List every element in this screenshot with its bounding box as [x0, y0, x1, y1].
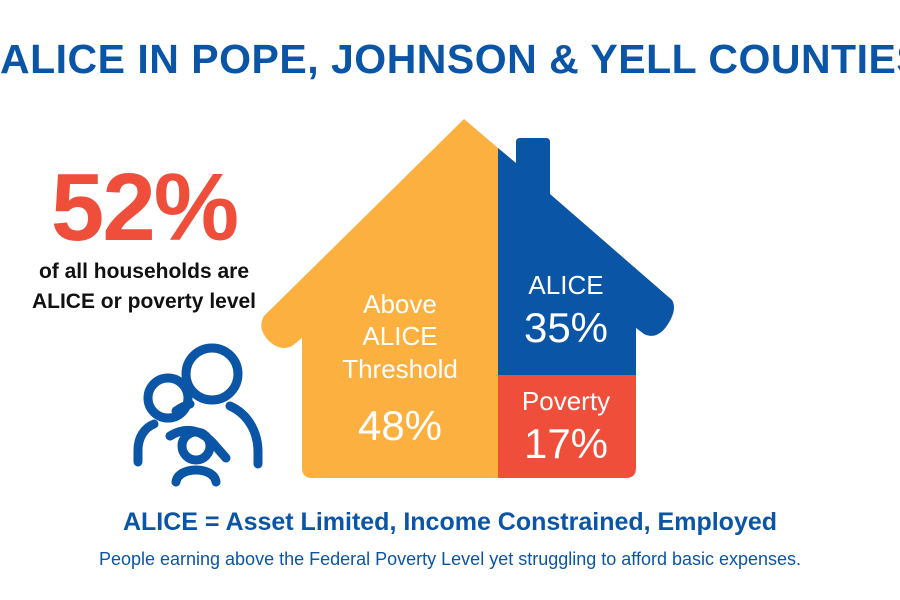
- value-above: 48%: [358, 402, 442, 449]
- value-poverty: 17%: [524, 420, 608, 467]
- stat-block: 52% of all households are ALICE or pover…: [14, 160, 274, 316]
- alice-definition: ALICE = Asset Limited, Income Constraine…: [122, 508, 778, 536]
- stat-label-line2: ALICE or poverty level: [31, 290, 257, 313]
- alice-subtitle: People earning above the Federal Poverty…: [98, 549, 802, 569]
- family-icon: [133, 343, 263, 487]
- label-poverty: Poverty: [522, 386, 610, 416]
- label-alice: ALICE: [528, 270, 603, 300]
- stat-label-line1: of all households are: [38, 260, 250, 283]
- page-title: ALICE IN POPE, JOHNSON & YELL COUNTIES: [0, 36, 900, 82]
- stat-value: 52%: [50, 154, 239, 261]
- label-above-line3: Threshold: [342, 354, 458, 384]
- label-above-line1: Above: [363, 289, 437, 319]
- value-alice: 35%: [524, 304, 608, 351]
- label-above-line2: ALICE: [362, 321, 437, 351]
